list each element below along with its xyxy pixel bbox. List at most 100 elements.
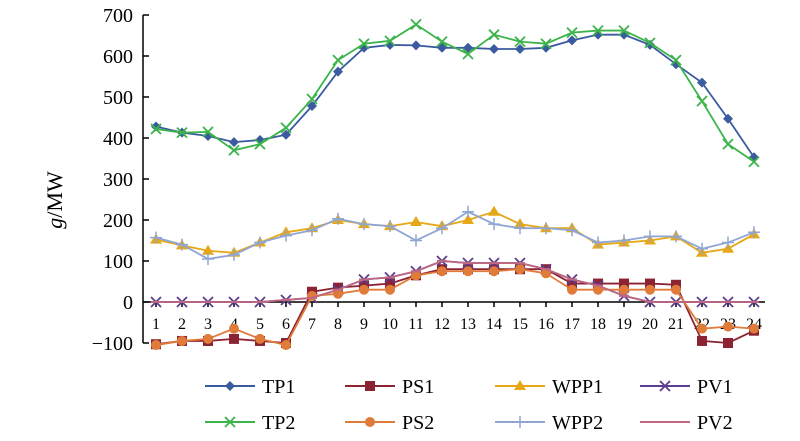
x-tick-label: 5 — [256, 316, 264, 333]
data-point-ps2 — [359, 284, 369, 295]
legend-label-tp1: TP1 — [262, 376, 295, 398]
data-point-ps2 — [619, 284, 629, 295]
data-point-tp2 — [280, 122, 292, 134]
data-point-ps2 — [515, 264, 525, 275]
data-point-wpp1 — [410, 216, 422, 227]
data-point-tp1 — [281, 129, 291, 140]
data-point-ps2 — [671, 284, 681, 295]
data-point-ps1 — [697, 335, 707, 346]
legend-item-tp2: TP2 — [205, 412, 295, 434]
series-tp1 — [151, 29, 759, 163]
data-point-tp2 — [748, 156, 760, 168]
data-point-ps2 — [281, 340, 291, 351]
data-point-wpp2 — [540, 222, 552, 235]
series-line-pv2 — [156, 260, 754, 303]
x-tick-label: 12 — [434, 316, 450, 333]
legend-label-tp2: TP2 — [262, 412, 295, 434]
data-point-ps1 — [593, 278, 603, 289]
y-axis-label-italic: g — [42, 218, 67, 229]
y-tick-label: 600 — [103, 46, 133, 68]
data-point-wpp2 — [384, 220, 396, 233]
data-point-tp2 — [410, 18, 422, 31]
data-point-wpp2 — [332, 212, 344, 225]
series-ps2 — [151, 264, 759, 351]
data-point-tp1 — [151, 121, 161, 132]
legend-item-wpp2: WPP2 — [495, 412, 603, 434]
data-point-tp1 — [567, 35, 577, 46]
data-point-ps2 — [307, 290, 317, 301]
data-point-ps1 — [645, 278, 655, 289]
x-tick-label: 6 — [282, 316, 290, 333]
data-point-tp1 — [229, 137, 239, 148]
data-point-tp2 — [696, 95, 708, 107]
data-point-wpp2 — [150, 231, 162, 244]
data-point-ps2 — [437, 266, 447, 277]
data-point-tp2 — [488, 29, 500, 41]
data-point-ps2 — [177, 335, 187, 346]
data-point-tp1 — [411, 40, 421, 51]
legend-label-wpp1: WPP1 — [552, 376, 603, 398]
data-point-wpp2 — [592, 236, 604, 249]
data-point-tp1 — [515, 44, 525, 55]
data-point-ps1 — [567, 278, 577, 289]
y-tick-label: 500 — [103, 87, 133, 109]
data-point-wpp2 — [254, 236, 266, 249]
x-tick-label: 18 — [590, 316, 606, 333]
data-point-wpp2 — [358, 218, 370, 231]
legend-marker-tp1 — [225, 381, 235, 391]
data-point-ps1 — [229, 333, 239, 344]
data-point-wpp2 — [488, 218, 500, 231]
data-point-wpp2 — [618, 234, 630, 247]
data-point-wpp2 — [410, 234, 422, 247]
series-line-ps2 — [155, 268, 755, 347]
data-point-tp2 — [306, 93, 318, 105]
data-point-tp2 — [592, 24, 604, 37]
series-wpp1 — [150, 205, 760, 257]
data-point-wpp2 — [514, 222, 526, 235]
data-point-ps2 — [489, 266, 499, 277]
data-point-tp2 — [566, 26, 578, 39]
data-point-ps2 — [723, 321, 733, 332]
data-point-wpp2 — [696, 242, 708, 255]
data-point-ps2 — [749, 323, 759, 334]
legend-label-ps1: PS1 — [402, 376, 434, 398]
legend-item-ps1: PS1 — [345, 376, 434, 398]
data-point-ps2 — [385, 284, 395, 295]
data-point-tp1 — [697, 77, 707, 88]
x-tick-label: 21 — [668, 316, 684, 333]
data-point-tp2 — [722, 138, 734, 150]
x-tick-label: 3 — [204, 316, 212, 333]
y-axis: 700 600 500 400 300 200 100 0 −100 — [92, 5, 149, 355]
data-point-wpp2 — [566, 224, 578, 237]
data-point-tp2 — [514, 36, 526, 48]
x-tick-label: 10 — [382, 316, 398, 333]
data-point-wpp2 — [202, 252, 214, 265]
legend-item-tp1: TP1 — [205, 376, 295, 398]
x-tick-label: 20 — [642, 316, 658, 333]
data-point-tp2 — [384, 35, 396, 47]
y-axis-label-unit: /MW — [42, 171, 67, 218]
data-point-tp2 — [358, 38, 370, 50]
y-tick-label: 200 — [103, 210, 133, 232]
series-line-wpp2 — [155, 210, 755, 260]
data-point-ps1 — [723, 338, 733, 348]
data-point-ps2 — [645, 284, 655, 295]
data-point-tp2 — [540, 38, 552, 50]
data-point-ps2 — [411, 270, 421, 281]
data-point-wpp2 — [670, 230, 682, 243]
series-tp2 — [150, 18, 760, 168]
data-point-ps2 — [151, 340, 161, 351]
data-point-ps1 — [619, 278, 629, 289]
x-tick-label: 8 — [334, 316, 342, 333]
data-point-tp2 — [150, 123, 162, 135]
x-tick-label: 14 — [486, 316, 502, 333]
legend-item-wpp1: WPP1 — [495, 376, 603, 398]
y-tick-label: 700 — [103, 5, 133, 27]
data-point-wpp2 — [306, 224, 318, 237]
y-tick-label: 0 — [123, 292, 133, 314]
data-point-ps2 — [229, 323, 239, 334]
legend-label-pv1: PV1 — [697, 376, 733, 398]
legend-marker-pv1 — [659, 380, 671, 392]
data-point-tp2 — [332, 54, 344, 66]
